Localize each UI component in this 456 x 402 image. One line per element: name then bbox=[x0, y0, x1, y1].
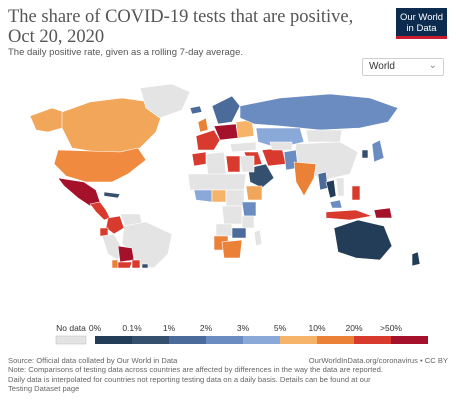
region-united-states[interactable] bbox=[53, 147, 147, 183]
legend-bin-label: 0% bbox=[89, 323, 102, 333]
region-greenland[interactable] bbox=[139, 83, 191, 119]
region-east-africa[interactable] bbox=[241, 201, 257, 217]
legend-swatch bbox=[169, 336, 206, 344]
legend-bin-label: 10% bbox=[308, 323, 325, 333]
region-central-africa[interactable] bbox=[225, 189, 245, 207]
region-papua-new-guinea[interactable] bbox=[373, 207, 393, 219]
region-new-zealand[interactable] bbox=[411, 251, 421, 267]
region-morocco[interactable] bbox=[191, 151, 207, 167]
legend-swatch bbox=[391, 336, 428, 344]
region-argentina[interactable] bbox=[117, 261, 133, 268]
region-paraguay[interactable] bbox=[131, 259, 141, 268]
world-map[interactable] bbox=[0, 78, 456, 268]
legend-swatch bbox=[280, 336, 317, 344]
region-tanzania[interactable] bbox=[241, 215, 255, 229]
region-angola[interactable] bbox=[215, 223, 233, 237]
legend-swatch bbox=[206, 336, 243, 344]
legend-swatch bbox=[317, 336, 354, 344]
region-ecuador[interactable] bbox=[99, 227, 109, 237]
region-western-europe[interactable] bbox=[195, 129, 221, 151]
footer-notes: Source: Official data collated by Our Wo… bbox=[8, 356, 448, 394]
legend-bin-label: 1% bbox=[163, 323, 176, 333]
region-libya[interactable] bbox=[225, 155, 241, 173]
legend-bin-label: 20% bbox=[345, 323, 362, 333]
region-west-africa[interactable] bbox=[193, 189, 213, 203]
region-iran[interactable] bbox=[261, 147, 287, 167]
region-egypt[interactable] bbox=[239, 155, 255, 173]
region-colombia[interactable] bbox=[105, 215, 125, 235]
legend-swatch bbox=[132, 336, 169, 344]
region-central-asia[interactable] bbox=[269, 141, 293, 151]
chevron-down-icon: ⌄ bbox=[428, 60, 437, 71]
chart-title: The share of COVID-19 tests that are pos… bbox=[8, 7, 354, 47]
legend-bin-label: 5% bbox=[274, 323, 287, 333]
chart-subtitle: The daily positive rate, given as a roll… bbox=[8, 47, 243, 58]
region-turkey[interactable] bbox=[229, 141, 257, 153]
region-select[interactable]: World ⌄ bbox=[362, 58, 444, 76]
region-bolivia[interactable] bbox=[117, 245, 135, 263]
region-congo[interactable] bbox=[221, 205, 243, 225]
region-sahel[interactable] bbox=[187, 173, 247, 191]
legend-bins: 0% 0.1% 1% 2% 3% 5% 10% 20% >50% bbox=[89, 323, 428, 344]
region-myanmar[interactable] bbox=[317, 171, 329, 191]
region-mongolia[interactable] bbox=[305, 129, 343, 143]
region-indonesia[interactable] bbox=[325, 209, 374, 221]
region-cuba[interactable] bbox=[103, 191, 121, 199]
legend: No data 0% 0.1% 1% 2% 3% 5% 10% 20% >50% bbox=[55, 323, 428, 345]
region-south-africa[interactable] bbox=[221, 239, 243, 259]
region-japan[interactable] bbox=[371, 139, 385, 163]
region-iceland[interactable] bbox=[189, 105, 203, 115]
legend-no-data-swatch bbox=[55, 335, 87, 345]
legend-bin-label: >50% bbox=[380, 323, 402, 333]
note-line-1: Note: Comparisons of testing data across… bbox=[8, 365, 383, 375]
legend-bin-label: 0.1% bbox=[122, 323, 142, 333]
logo-line-1: Our World bbox=[399, 12, 444, 23]
region-scandinavia[interactable] bbox=[211, 95, 241, 125]
legend-bin-label: 3% bbox=[237, 323, 250, 333]
region-chile[interactable] bbox=[111, 259, 119, 268]
region-australia[interactable] bbox=[333, 219, 393, 261]
legend-swatch bbox=[95, 336, 132, 344]
region-madagascar[interactable] bbox=[253, 229, 263, 247]
region-alaska[interactable] bbox=[29, 107, 65, 133]
region-uruguay[interactable] bbox=[141, 263, 149, 268]
region-select-value: World bbox=[369, 61, 395, 72]
region-philippines[interactable] bbox=[351, 185, 361, 201]
region-korea[interactable] bbox=[361, 149, 369, 159]
owid-logo[interactable]: Our World in Data bbox=[396, 8, 447, 39]
region-malaysia[interactable] bbox=[329, 199, 343, 209]
region-zambia[interactable] bbox=[231, 227, 247, 239]
region-india[interactable] bbox=[293, 161, 317, 197]
legend-bin-label: 2% bbox=[200, 323, 213, 333]
region-vietnam[interactable] bbox=[335, 177, 345, 197]
region-brazil[interactable] bbox=[121, 221, 173, 268]
legend-swatch bbox=[243, 336, 280, 344]
source-text: Source: Official data collated by Our Wo… bbox=[8, 356, 178, 365]
region-united-kingdom[interactable] bbox=[197, 117, 209, 133]
legend-no-data-label: No data bbox=[56, 323, 86, 333]
source-url[interactable]: OurWorldInData.org/coronavirus • CC BY bbox=[308, 356, 448, 365]
note-line-3: Testing Dataset page bbox=[8, 384, 80, 394]
region-saudi-arabia[interactable] bbox=[247, 163, 275, 189]
region-thailand[interactable] bbox=[325, 179, 337, 199]
region-canada[interactable] bbox=[61, 97, 163, 153]
region-nigeria[interactable] bbox=[211, 189, 227, 203]
note-line-2: Daily data is interpolated for countries… bbox=[8, 374, 371, 384]
region-algeria[interactable] bbox=[205, 151, 227, 177]
region-russia[interactable] bbox=[239, 93, 399, 131]
region-ethiopia[interactable] bbox=[245, 185, 263, 201]
logo-line-2: in Data bbox=[406, 23, 437, 34]
legend-swatch bbox=[354, 336, 391, 344]
region-central-america[interactable] bbox=[89, 201, 111, 221]
